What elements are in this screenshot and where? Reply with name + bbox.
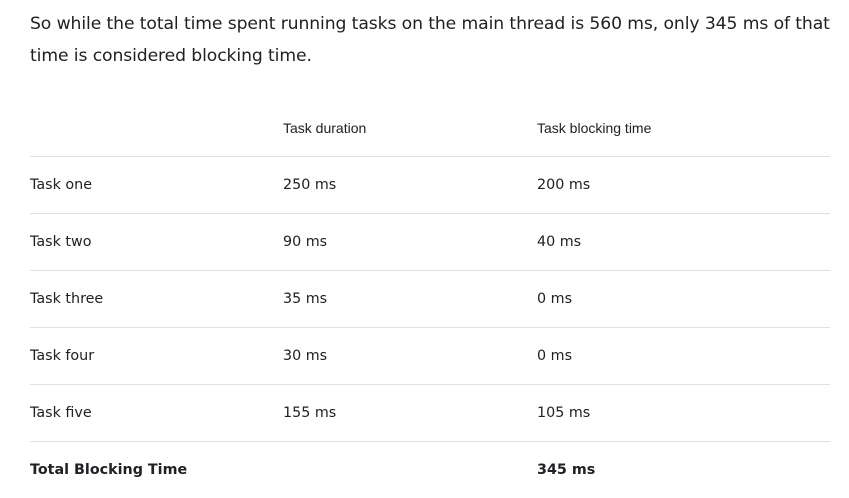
task-name-cell: Task five: [30, 385, 283, 442]
table-row: Task four 30 ms 0 ms: [30, 328, 830, 385]
table-row: Task one 250 ms 200 ms: [30, 157, 830, 214]
task-blocking-cell: 0 ms: [537, 328, 830, 385]
task-name-cell: Task four: [30, 328, 283, 385]
total-blocking-cell: 345 ms: [537, 442, 830, 498]
task-duration-cell: 30 ms: [283, 328, 537, 385]
task-name-cell: Task three: [30, 271, 283, 328]
table-header-row: Task duration Task blocking time: [30, 100, 830, 157]
header-task-duration: Task duration: [283, 100, 537, 157]
task-name-cell: Task one: [30, 157, 283, 214]
total-label-cell: Total Blocking Time: [30, 442, 283, 498]
article-content: So while the total time spent running ta…: [30, 0, 830, 72]
task-blocking-cell: 105 ms: [537, 385, 830, 442]
task-duration-cell: 250 ms: [283, 157, 537, 214]
blocking-time-table: Task duration Task blocking time Task on…: [30, 100, 830, 498]
table-row: Task three 35 ms 0 ms: [30, 271, 830, 328]
task-blocking-cell: 200 ms: [537, 157, 830, 214]
task-duration-cell: 90 ms: [283, 214, 537, 271]
task-duration-cell: 155 ms: [283, 385, 537, 442]
table-row: Task two 90 ms 40 ms: [30, 214, 830, 271]
task-name-cell: Task two: [30, 214, 283, 271]
task-duration-cell: 35 ms: [283, 271, 537, 328]
total-duration-cell: [283, 442, 537, 498]
header-task: [30, 100, 283, 157]
table-row: Task five 155 ms 105 ms: [30, 385, 830, 442]
task-blocking-cell: 40 ms: [537, 214, 830, 271]
header-task-blocking-time: Task blocking time: [537, 100, 830, 157]
intro-paragraph: So while the total time spent running ta…: [30, 0, 830, 72]
task-blocking-cell: 0 ms: [537, 271, 830, 328]
total-row: Total Blocking Time 345 ms: [30, 442, 830, 498]
